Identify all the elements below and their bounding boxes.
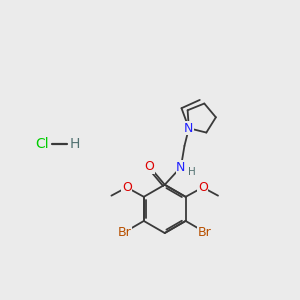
Text: Cl: Cl	[36, 137, 49, 151]
Text: O: O	[145, 160, 154, 173]
Text: Br: Br	[198, 226, 211, 239]
Text: N: N	[184, 122, 194, 135]
Text: O: O	[198, 181, 208, 194]
Text: H: H	[70, 137, 80, 151]
Text: O: O	[122, 181, 132, 194]
Text: Br: Br	[118, 226, 131, 239]
Text: N: N	[176, 160, 186, 174]
Text: N: N	[184, 122, 194, 135]
Text: H: H	[188, 167, 196, 177]
